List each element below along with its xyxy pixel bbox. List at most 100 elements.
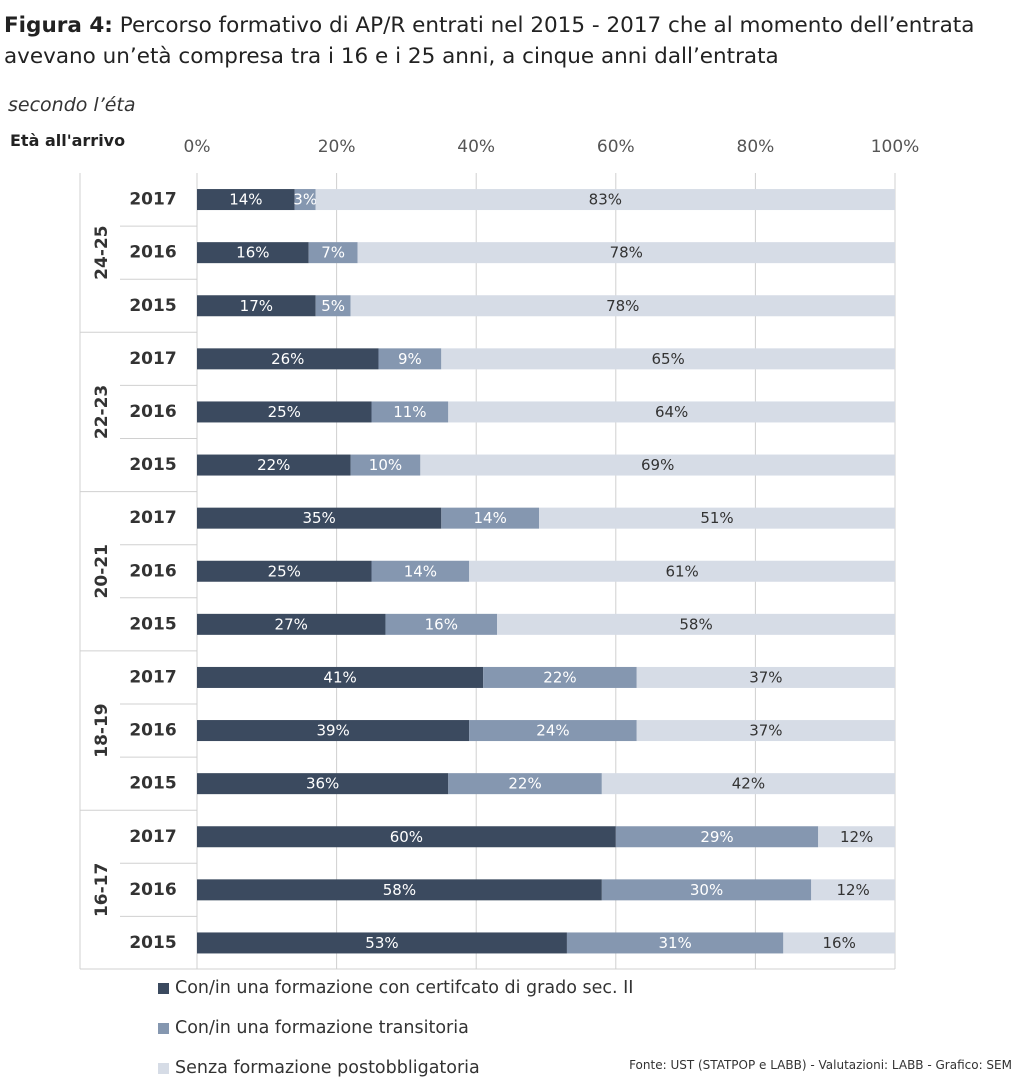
data-label: 24% bbox=[536, 722, 569, 740]
data-label: 27% bbox=[275, 615, 308, 633]
bar-segment bbox=[566, 932, 784, 954]
bar-segment bbox=[636, 720, 895, 742]
data-label: 78% bbox=[606, 297, 639, 315]
data-label: 22% bbox=[508, 775, 541, 793]
bar-segment bbox=[601, 773, 895, 795]
bar-segment bbox=[197, 773, 449, 795]
bar-segment bbox=[818, 826, 895, 848]
bar-segment bbox=[441, 348, 895, 370]
bar-segment bbox=[615, 826, 819, 848]
year-label: 2017 bbox=[129, 190, 176, 210]
data-label: 14% bbox=[229, 191, 262, 209]
bar-segment bbox=[197, 826, 616, 848]
bar-segment bbox=[350, 295, 895, 317]
source-note: Fonte: UST (STATPOP e LABB) - Valutazion… bbox=[629, 1058, 1012, 1072]
data-label: 25% bbox=[268, 403, 301, 421]
legend-swatch-none bbox=[158, 1062, 169, 1074]
data-label: 53% bbox=[365, 934, 398, 952]
year-label: 2015 bbox=[129, 455, 176, 475]
data-label: 25% bbox=[268, 562, 301, 580]
x-tick-label: 80% bbox=[737, 137, 775, 157]
bar-segment bbox=[469, 720, 637, 742]
legend-item-transitional: Con/in una formazione transitoria bbox=[158, 1008, 633, 1048]
bar-segment bbox=[308, 242, 358, 264]
bar-segment bbox=[197, 666, 484, 688]
year-label: 2015 bbox=[129, 774, 176, 794]
legend-label-certificate: Con/in una formazione con certifcato di … bbox=[175, 978, 634, 998]
legend-label-none: Senza formazione postobbligatoria bbox=[175, 1058, 480, 1078]
data-label: 61% bbox=[665, 562, 698, 580]
data-label: 12% bbox=[836, 881, 869, 899]
x-tick-label: 100% bbox=[871, 137, 920, 157]
bar-segment bbox=[371, 401, 449, 423]
data-label: 31% bbox=[658, 934, 691, 952]
data-label: 51% bbox=[700, 509, 733, 527]
year-label: 2015 bbox=[129, 614, 176, 634]
x-tick-label: 20% bbox=[318, 137, 356, 157]
bar-segment bbox=[294, 189, 316, 211]
data-label: 83% bbox=[589, 191, 622, 209]
bar-segment bbox=[197, 932, 567, 954]
chart-legend: Con/in una formazione con certifcato di … bbox=[158, 968, 633, 1088]
data-label: 30% bbox=[690, 881, 723, 899]
bar-segment bbox=[350, 454, 421, 476]
data-label: 36% bbox=[306, 775, 339, 793]
bar-segment bbox=[197, 879, 602, 901]
year-label: 2016 bbox=[129, 721, 176, 741]
figure-subtitle: secondo l’éta bbox=[8, 94, 136, 116]
year-label: 2017 bbox=[129, 827, 176, 847]
bar-segment bbox=[315, 295, 351, 317]
group-label: 22-23 bbox=[92, 385, 112, 439]
bar-segment bbox=[197, 295, 316, 317]
x-tick-label: 0% bbox=[184, 137, 211, 157]
bar-segment bbox=[441, 507, 540, 529]
year-label: 2016 bbox=[129, 243, 176, 263]
bar-segment bbox=[357, 242, 895, 264]
bar-segment bbox=[197, 507, 442, 529]
year-label: 2016 bbox=[129, 880, 176, 900]
group-label: 16-17 bbox=[92, 863, 112, 917]
data-label: 35% bbox=[302, 509, 335, 527]
data-label: 39% bbox=[316, 722, 349, 740]
bar-segment bbox=[420, 454, 895, 476]
year-label: 2017 bbox=[129, 667, 176, 687]
data-label: 16% bbox=[822, 934, 855, 952]
data-label: 37% bbox=[749, 722, 782, 740]
data-label: 9% bbox=[398, 350, 422, 368]
data-label: 69% bbox=[641, 456, 674, 474]
bar-segment bbox=[197, 242, 309, 264]
data-label: 65% bbox=[651, 350, 684, 368]
data-label: 10% bbox=[369, 456, 402, 474]
group-label: 18-19 bbox=[92, 703, 112, 757]
data-label: 37% bbox=[749, 668, 782, 686]
bar-segment bbox=[497, 613, 895, 635]
data-label: 16% bbox=[425, 615, 458, 633]
data-label: 16% bbox=[236, 244, 269, 262]
data-label: 17% bbox=[240, 297, 273, 315]
bar-segment bbox=[378, 348, 442, 370]
x-tick-label: 60% bbox=[597, 137, 635, 157]
year-label: 2016 bbox=[129, 402, 176, 422]
bar-segment bbox=[197, 189, 295, 211]
data-label: 78% bbox=[610, 244, 643, 262]
figure-title-text: Percorso formativo di AP/R entrati nel 2… bbox=[4, 13, 975, 69]
year-label: 2015 bbox=[129, 296, 176, 316]
bar-segment bbox=[483, 666, 637, 688]
bar-segment bbox=[371, 560, 470, 582]
data-label: 11% bbox=[393, 403, 426, 421]
bar-segment bbox=[315, 189, 895, 211]
legend-swatch-transitional bbox=[158, 1022, 169, 1034]
data-label: 29% bbox=[700, 828, 733, 846]
bar-segment bbox=[197, 401, 372, 423]
bar-segment bbox=[197, 348, 379, 370]
data-label: 22% bbox=[543, 668, 576, 686]
bar-segment bbox=[469, 560, 895, 582]
data-label: 64% bbox=[655, 403, 688, 421]
bar-segment bbox=[448, 773, 602, 795]
data-label: 41% bbox=[323, 668, 356, 686]
data-label: 3% bbox=[293, 191, 317, 209]
bar-segment bbox=[197, 454, 351, 476]
bar-segment bbox=[783, 932, 895, 954]
group-label: 24-25 bbox=[92, 225, 112, 279]
data-label: 60% bbox=[390, 828, 423, 846]
